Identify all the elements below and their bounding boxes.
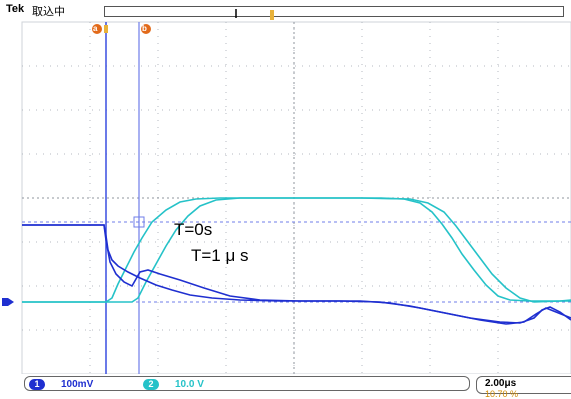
acquisition-status: 取込中: [32, 6, 65, 18]
status-bar: Tek 取込中: [0, 0, 571, 22]
trigger-position-icon[interactable]: [104, 25, 108, 33]
record-position-icon: [270, 10, 274, 20]
ch1-scale[interactable]: 100mV: [61, 379, 94, 390]
annotation-t1: T=1 μ s: [191, 246, 249, 265]
ch1-ground-marker-icon[interactable]: [8, 298, 14, 306]
timebase-value[interactable]: 2.00μs: [485, 378, 517, 389]
ch1-ground-marker-base: [2, 298, 8, 306]
marker-a-icon[interactable]: [92, 24, 102, 34]
ch2-waveform-t1: [22, 197, 571, 303]
marker-a-label: a: [93, 24, 98, 33]
ch1-badge[interactable]: 1: [29, 379, 45, 390]
channel-status-bar: 1 100mV 2 10.0 V 2.00μs 10.70 %: [0, 374, 571, 399]
record-length-bar[interactable]: [104, 6, 564, 17]
cursor-intersection-box: [133, 216, 145, 228]
marker-b-label: b: [142, 24, 147, 33]
ch2-scale[interactable]: 10.0 V: [175, 379, 204, 390]
marker-b-icon[interactable]: [141, 24, 151, 34]
trigger-position-readout: 10.70 %: [485, 389, 519, 399]
annotation-t0: T=0s: [174, 220, 213, 239]
ch1-waveform-t1: [22, 224, 571, 324]
channel-scale-box[interactable]: 1 100mV 2 10.0 V: [24, 376, 470, 391]
ch2-badge[interactable]: 2: [143, 379, 159, 390]
brand-logo: Tek: [6, 3, 25, 15]
horizontal-scale-box[interactable]: 2.00μs 10.70 %: [476, 376, 571, 399]
